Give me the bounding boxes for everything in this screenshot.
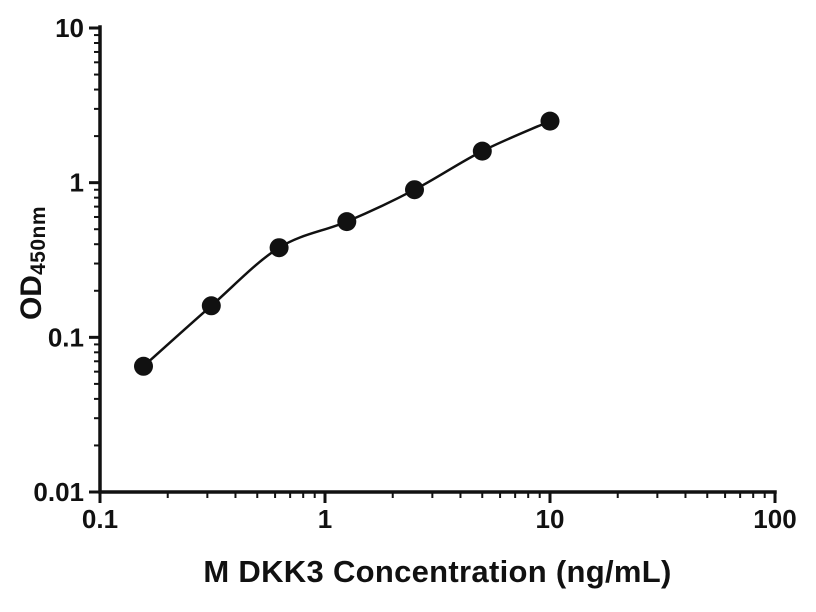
y-tick-label: 0.01 xyxy=(33,477,84,507)
y-tick-label: 1 xyxy=(70,168,84,198)
data-point xyxy=(337,212,357,232)
axes xyxy=(98,25,777,494)
data-point xyxy=(134,356,153,376)
data-point xyxy=(472,141,492,161)
x-tick-label: 0.1 xyxy=(82,504,118,534)
x-axis-title: M DKK3 Concentration (ng/mL) xyxy=(203,554,672,589)
data-point xyxy=(405,180,424,200)
y-axis-title-main: OD xyxy=(15,275,48,321)
y-tick-label: 0.1 xyxy=(48,322,84,352)
data-point xyxy=(269,238,289,258)
y-axis-title: OD450nm xyxy=(15,113,57,413)
fit-curve xyxy=(142,119,551,368)
x-tick-label: 100 xyxy=(753,504,796,534)
data-point xyxy=(201,296,221,316)
y-tick-label: 10 xyxy=(55,13,84,43)
x-tick-label: 1 xyxy=(318,504,332,534)
x-tick-label: 10 xyxy=(536,504,565,534)
data-point xyxy=(540,111,560,131)
y-axis-title-subscript: 450nm xyxy=(27,205,50,276)
